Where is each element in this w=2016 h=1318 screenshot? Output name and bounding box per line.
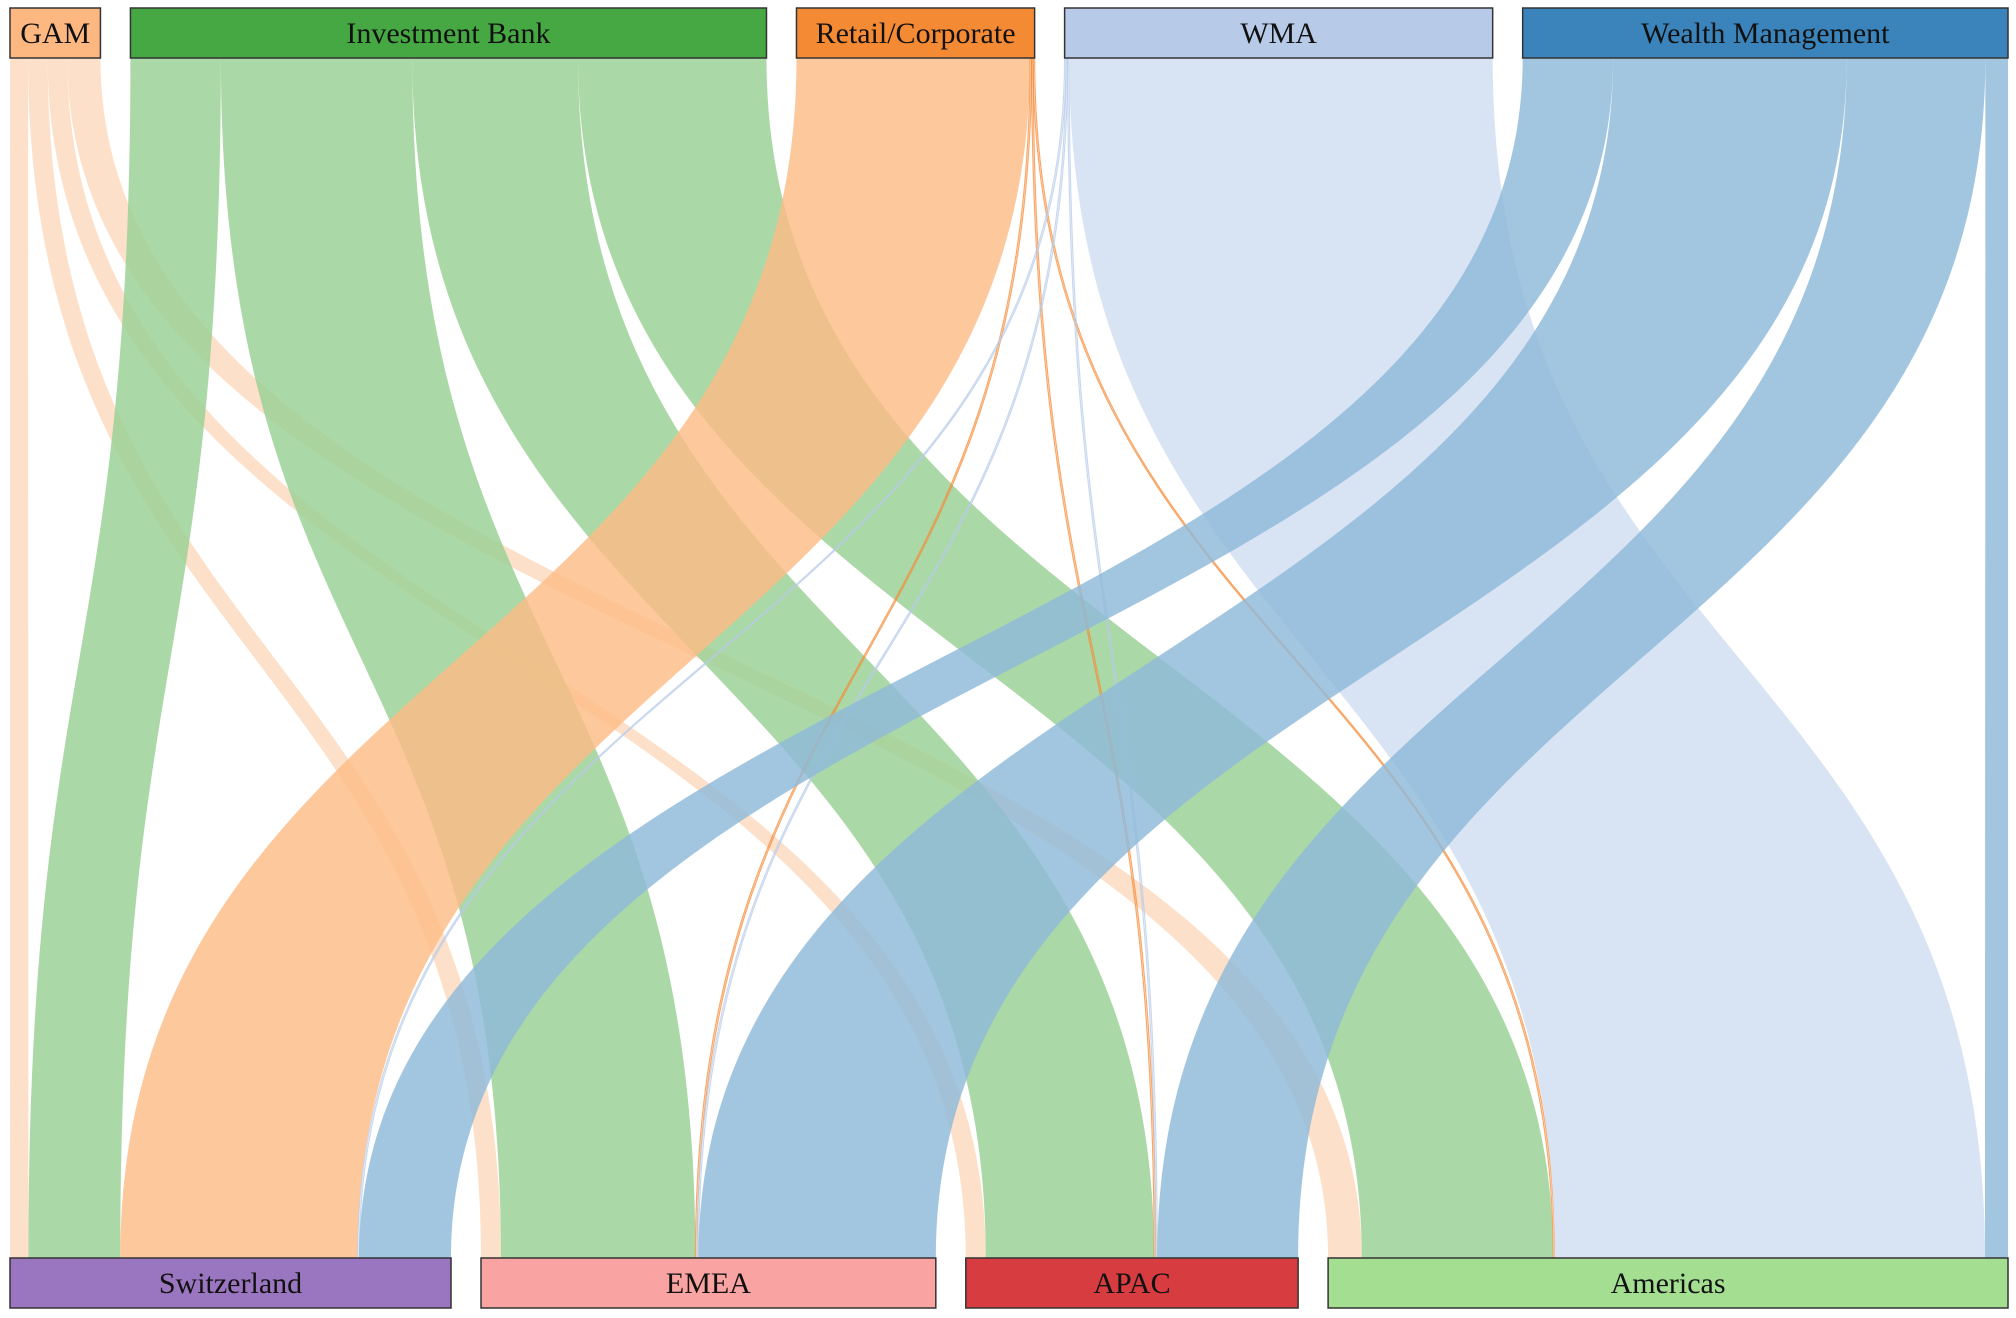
node-gam: GAM — [9, 7, 102, 59]
node-apac: APAC — [965, 1257, 1299, 1309]
flow-gam-to-ch — [10, 58, 29, 1258]
flow-ib-to-ch — [28, 58, 221, 1258]
sankey-links — [10, 57, 2008, 1259]
node-wma-box — [1063, 7, 1494, 59]
node-emea: EMEA — [480, 1257, 937, 1309]
node-ch: Switzerland — [9, 1257, 452, 1309]
node-am-label: Americas — [1611, 1267, 1726, 1300]
node-wm: Wealth Management — [1521, 7, 2009, 59]
flow-rc-to-ch — [120, 58, 1031, 1258]
flow-ib-to-emea — [220, 58, 696, 1258]
node-rc-label: Retail/Corporate — [816, 17, 1016, 50]
node-gam-label: GAM — [20, 17, 90, 50]
flow-wm-to-am — [1985, 58, 2008, 1258]
source-nodes: GAM Investment Bank Retail/Corporate WMA Wea… — [9, 7, 2009, 59]
node-emea-label: EMEA — [666, 1267, 751, 1300]
node-gam-box — [9, 7, 102, 59]
node-ib-label: Investment Bank — [346, 17, 550, 50]
node-ib-box — [129, 7, 768, 59]
node-ib: Investment Bank — [129, 7, 768, 59]
node-rc-box — [795, 7, 1036, 59]
node-ch-box — [9, 1257, 452, 1309]
flow-wm-to-emea — [698, 58, 1847, 1258]
node-rc: Retail/Corporate — [795, 7, 1036, 59]
flow-wm-to-apac — [1157, 58, 1986, 1258]
node-emea-box — [480, 1257, 937, 1309]
node-wm-label: Wealth Management — [1641, 17, 1890, 50]
node-ch-label: Switzerland — [159, 1267, 302, 1300]
target-nodes: Switzerland EMEA APAC Americas — [9, 1257, 2009, 1309]
flow-wm-to-ch — [359, 58, 1614, 1258]
node-apac-box — [965, 1257, 1299, 1309]
flow-gam-to-emea — [28, 58, 501, 1258]
node-apac-label: APAC — [1093, 1267, 1170, 1300]
node-wma-label: WMA — [1240, 17, 1317, 50]
node-am: Americas — [1327, 1257, 2009, 1309]
node-am-box — [1327, 1257, 2009, 1309]
node-wm-box — [1521, 7, 2009, 59]
node-wma: WMA — [1063, 7, 1494, 59]
